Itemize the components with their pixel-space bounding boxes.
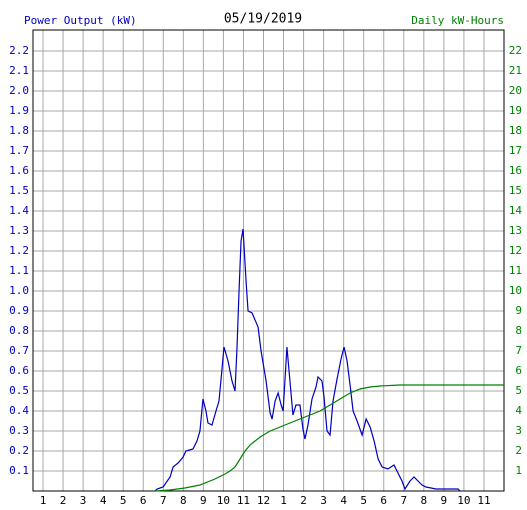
x-tick-label: 9 xyxy=(441,494,448,507)
chart-title: 05/19/2019 xyxy=(224,12,302,27)
x-tick-label: 6 xyxy=(380,494,387,507)
x-tick-label: 10 xyxy=(217,494,230,507)
x-tick-label: 5 xyxy=(120,494,127,507)
y2-tick-label: 14 xyxy=(509,204,523,217)
y-tick-label: 1.3 xyxy=(9,224,29,237)
y-tick-label: 0.3 xyxy=(9,424,29,437)
x-tick-label: 4 xyxy=(340,494,347,507)
y-tick-label: 2.2 xyxy=(9,44,29,57)
y-tick-label: 2.1 xyxy=(9,64,29,77)
x-tick-label: 5 xyxy=(360,494,367,507)
y2-tick-label: 1 xyxy=(515,464,522,477)
y-tick-label: 1.4 xyxy=(9,204,29,217)
y2-tick-label: 20 xyxy=(509,84,522,97)
y-tick-label: 1.0 xyxy=(9,284,29,297)
x-tick-label: 2 xyxy=(60,494,67,507)
y2-axis-title: Daily kW-Hours xyxy=(411,14,504,27)
x-tick-label: 3 xyxy=(80,494,87,507)
y-tick-label: 0.7 xyxy=(9,344,29,357)
y2-tick-label: 10 xyxy=(509,284,522,297)
y2-tick-label: 12 xyxy=(509,244,522,257)
x-tick-label: 10 xyxy=(457,494,470,507)
y2-tick-label: 11 xyxy=(509,264,522,277)
y2-tick-label: 4 xyxy=(515,404,522,417)
series-line xyxy=(155,384,504,492)
y-tick-label: 0.6 xyxy=(9,364,29,377)
y-tick-label: 1.2 xyxy=(9,244,29,257)
x-tick-label: 7 xyxy=(160,494,167,507)
y2-tick-label: 8 xyxy=(515,324,522,337)
x-tick-label: 9 xyxy=(200,494,207,507)
x-tick-label: 8 xyxy=(421,494,428,507)
x-tick-label: 1 xyxy=(40,494,47,507)
y-tick-label: 2.0 xyxy=(9,84,29,97)
y2-tick-label: 3 xyxy=(515,424,522,437)
y2-tick-label: 9 xyxy=(515,304,522,317)
y-tick-label: 0.1 xyxy=(9,464,29,477)
y2-tick-label: 6 xyxy=(515,364,522,377)
y2-tick-label: 18 xyxy=(509,124,522,137)
series-line xyxy=(154,228,461,492)
y2-tick-label: 16 xyxy=(509,164,522,177)
y-tick-label: 0.9 xyxy=(9,304,29,317)
y-tick-label: 0.5 xyxy=(9,384,29,397)
y-tick-label: 1.8 xyxy=(9,124,29,137)
y2-tick-label: 22 xyxy=(509,44,522,57)
y2-tick-label: 5 xyxy=(515,384,522,397)
x-tick-label: 11 xyxy=(477,494,490,507)
y-tick-label: 1.1 xyxy=(9,264,29,277)
y2-tick-label: 17 xyxy=(509,144,522,157)
plot-border xyxy=(32,29,505,492)
x-tick-label: 8 xyxy=(180,494,187,507)
y2-tick-label: 19 xyxy=(509,104,522,117)
y2-tick-label: 2 xyxy=(515,444,522,457)
x-tick-label: 6 xyxy=(140,494,147,507)
y-tick-label: 1.6 xyxy=(9,164,29,177)
x-tick-label: 7 xyxy=(400,494,407,507)
x-tick-label: 2 xyxy=(300,494,307,507)
y-tick-label: 0.8 xyxy=(9,324,29,337)
y-tick-label: 1.7 xyxy=(9,144,29,157)
y-tick-label: 1.9 xyxy=(9,104,29,117)
x-tick-label: 3 xyxy=(320,494,327,507)
y2-tick-label: 13 xyxy=(509,224,522,237)
y-tick-label: 0.2 xyxy=(9,444,29,457)
y-tick-label: 1.5 xyxy=(9,184,29,197)
x-tick-label: 12 xyxy=(257,494,270,507)
y2-tick-label: 7 xyxy=(515,344,522,357)
y-tick-label: 0.4 xyxy=(9,404,29,417)
x-tick-label: 11 xyxy=(237,494,250,507)
x-tick-label: 4 xyxy=(100,494,107,507)
y2-tick-label: 15 xyxy=(509,184,522,197)
x-tick-label: 1 xyxy=(280,494,287,507)
y-axis-title: Power Output (kW) xyxy=(24,14,137,27)
y2-tick-label: 21 xyxy=(509,64,522,77)
